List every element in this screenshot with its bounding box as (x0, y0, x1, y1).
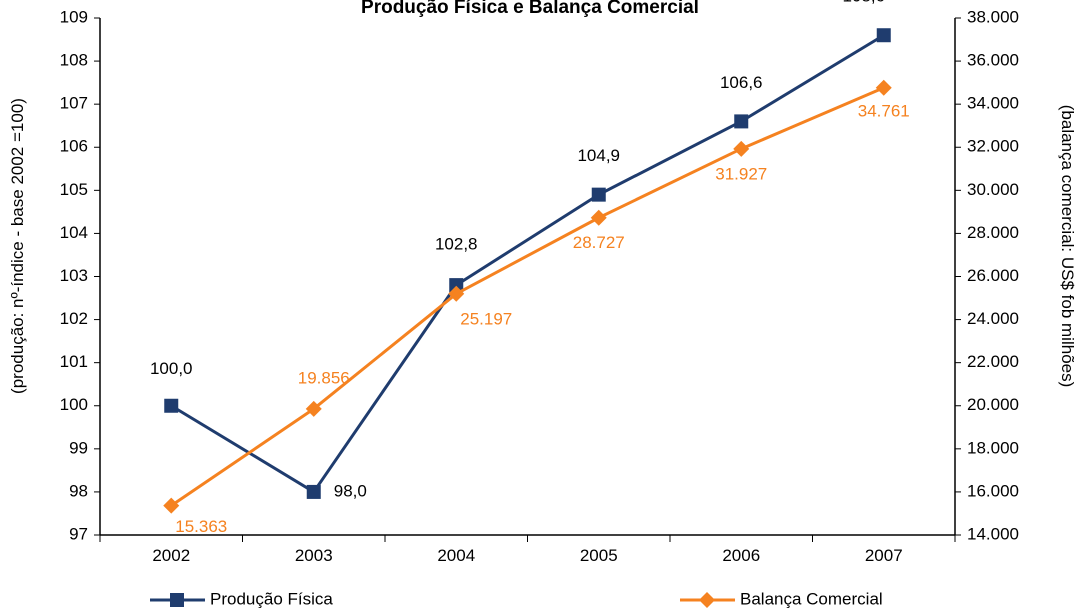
legend: Produção Física Balança Comercial (150, 589, 883, 608)
right-tick-label: 14.000 (967, 524, 1019, 543)
left-tick-label: 108 (60, 51, 88, 70)
right-axis-label: (balança comercial: US$ fob milhões) (1058, 105, 1077, 388)
left-axis-label: (produção: nº-índice - base 2002 =100) (8, 98, 27, 394)
left-tick-label: 100 (60, 395, 88, 414)
legend-item: Balança Comercial (680, 589, 883, 608)
left-tick-label: 99 (69, 438, 88, 457)
left-tick-label: 101 (60, 352, 88, 371)
right-tick-label: 38.000 (967, 7, 1019, 26)
left-tick-label: 103 (60, 266, 88, 285)
left-tick-label: 106 (60, 137, 88, 156)
left-tick-label: 107 (60, 94, 88, 113)
series-line (170, 86, 885, 507)
left-tick-label: 97 (69, 524, 88, 543)
data-point-square (734, 114, 749, 129)
legend-marker-diamond (699, 592, 715, 608)
data-label: 15.363 (175, 517, 227, 536)
left-tick-label: 105 (60, 180, 88, 199)
data-label: 19.856 (298, 368, 350, 387)
data-label: 100,0 (150, 359, 193, 378)
right-tick-label: 30.000 (967, 180, 1019, 199)
x-tick-label: 2002 (152, 546, 190, 565)
left-tick-label: 109 (60, 7, 88, 26)
left-tick-label: 98 (69, 481, 88, 500)
right-tick-label: 18.000 (967, 438, 1019, 457)
right-tick-label: 28.000 (967, 223, 1019, 242)
data-label: 25.197 (460, 309, 512, 328)
x-tick-label: 2007 (865, 546, 903, 565)
data-point-square (449, 278, 464, 293)
right-tick-label: 16.000 (967, 481, 1019, 500)
data-point-diamond (448, 285, 465, 302)
right-tick-label: 34.000 (967, 94, 1019, 113)
data-point-square (164, 398, 179, 413)
data-label: 104,9 (577, 146, 620, 165)
series-1: 15.363 19.856 25.197 28.727 31.927 34.761 (163, 79, 910, 536)
x-tick-label: 2004 (437, 546, 475, 565)
data-point-square (876, 28, 891, 43)
axes (99, 18, 956, 536)
data-label: 102,8 (435, 235, 478, 254)
data-point-diamond (875, 79, 892, 96)
data-point-diamond (590, 209, 607, 226)
series-layer: 100,0 98,0 102,8 104,9 106,6 108,6 15.363 19.85… (150, 0, 910, 536)
data-point-diamond (163, 497, 180, 514)
right-axis-ticks: 14.000 16.000 18.000 20.000 22.000 24.000 26.0… (955, 7, 1019, 543)
legend-label: Produção Física (210, 589, 333, 608)
x-tick-label: 2006 (722, 546, 760, 565)
data-label: 106,6 (720, 73, 763, 92)
left-tick-label: 102 (60, 309, 88, 328)
right-tick-label: 26.000 (967, 266, 1019, 285)
legend-item: Produção Física (150, 589, 333, 608)
legend-label: Balança Comercial (740, 589, 883, 608)
x-axis-ticks: 2002 2003 2004 2005 2006 2007 (99, 535, 956, 565)
data-point-square (591, 187, 606, 202)
left-axis-ticks: 97 98 99 100 101 102 103 104 105 106 107 108 109 (60, 7, 100, 543)
data-label: 108,6 (842, 0, 885, 6)
x-tick-label: 2003 (295, 546, 333, 565)
series-0: 100,0 98,0 102,8 104,9 106,6 108,6 (150, 0, 891, 500)
x-tick-label: 2005 (580, 546, 618, 565)
data-point-square (306, 484, 321, 499)
series-line (170, 33, 885, 494)
right-tick-label: 20.000 (967, 395, 1019, 414)
data-point-diamond (733, 140, 750, 157)
right-tick-label: 24.000 (967, 309, 1019, 328)
right-tick-label: 36.000 (967, 51, 1019, 70)
data-label: 98,0 (334, 481, 367, 500)
data-label: 34.761 (858, 101, 910, 120)
right-tick-label: 22.000 (967, 352, 1019, 371)
legend-marker-square (170, 593, 184, 607)
left-tick-label: 104 (60, 223, 88, 242)
chart-title: Produção Física e Balança Comercial (361, 0, 699, 18)
data-point-diamond (305, 400, 322, 417)
data-label: 31.927 (715, 164, 767, 183)
data-label: 28.727 (573, 233, 625, 252)
right-tick-label: 32.000 (967, 137, 1019, 156)
